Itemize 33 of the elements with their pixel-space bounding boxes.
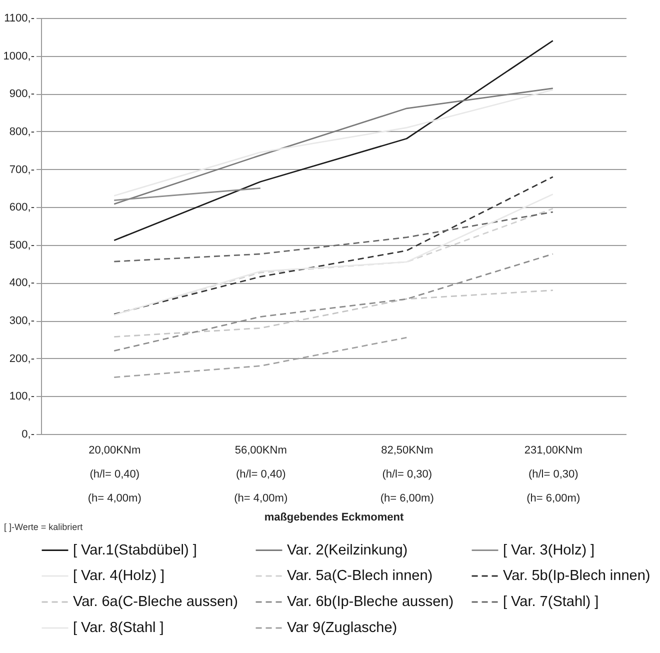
legend-label: [ Var. 4(Holz) ] [73,568,165,584]
x-tick-label: 20,00KNm (h/l= 0,40) (h= 4,00m) [88,444,142,504]
legend-label: Var. 5b(Ip-Blech innen) [503,568,650,584]
x-tick-label: 82,50KNm (h/l= 0,30) (h= 6,00m) [380,444,434,504]
line-series [113,290,554,338]
legend-label: [ Var. 8(Stahl ] [73,620,164,636]
legend-label: [ Var.1(Stabdübel) ] [73,542,197,558]
line-series [113,40,554,242]
y-tick-label: 100,- [9,390,35,403]
y-tick-label: 800,- [9,126,35,138]
y-tick-label: 500,- [9,239,35,252]
line-series [113,211,554,262]
y-tick-label: 400,- [9,277,35,290]
legend-label: Var 9(Zuglasche) [287,620,398,636]
y-tick-label: 600,- [9,202,35,214]
y-tick-label: 1100,- [4,12,35,24]
text: [ ]-Werte = kalibriert [4,522,83,532]
y-tick-label: 700,- [9,164,35,176]
legend-label: [ Var. 7(Stahl) ] [503,594,599,610]
legend-label: Var. 5a(C-Blech innen) [287,568,433,584]
line-series [113,253,554,352]
y-tick-label: 900,- [9,88,35,100]
y-tick-label: 1000,- [3,50,35,62]
y-tick-label: 200,- [9,352,35,365]
legend-label: Var. 6b(Ip-Bleche aussen) [287,594,454,610]
legend-label: [ Var. 3(Holz) ] [503,542,595,558]
legend-label: Var. 6a(C-Bleche aussen) [73,594,238,610]
x-axis-title: maßgebendes Eckmoment [264,512,404,524]
x-tick-label: 56,00KNm (h/l= 0,40) (h= 4,00m) [234,444,288,504]
y-tick-label: 300,- [9,315,35,328]
y-tick-label: 0,- [22,428,35,440]
legend-label: Var. 2(Keilzinkung) [287,542,408,558]
x-tick-label: 231,00KNm (h/l= 0,30) (h= 6,00m) [524,444,582,504]
